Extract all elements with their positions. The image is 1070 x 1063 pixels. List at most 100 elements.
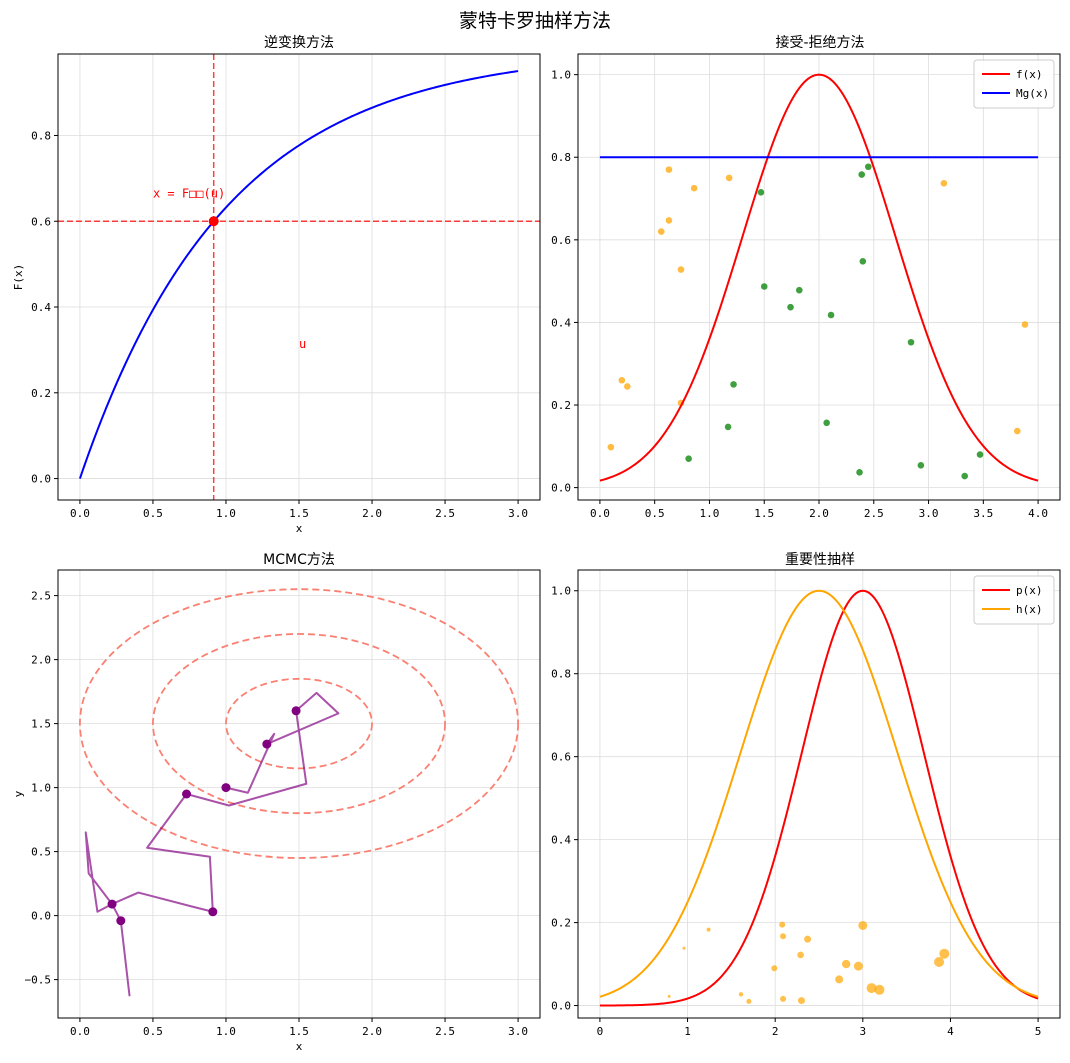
accepted-point bbox=[685, 455, 692, 463]
accept-reject-xtick-label: 4.0 bbox=[1028, 507, 1048, 520]
weighted-sample-point bbox=[667, 994, 671, 998]
accepted-point bbox=[823, 419, 830, 427]
importance-ytick-label: 0.8 bbox=[551, 668, 571, 681]
rejected-point bbox=[618, 376, 626, 384]
accepted-point bbox=[907, 338, 915, 346]
chain-sample-marker bbox=[182, 789, 192, 799]
mcmc-xtick-label: 3.0 bbox=[508, 1025, 528, 1038]
accept-reject-title: 接受-拒绝方法 bbox=[775, 34, 864, 51]
rejected-point bbox=[665, 166, 673, 173]
accept-reject-legend-box bbox=[973, 59, 1055, 109]
mcmc-xtick-label: 2.5 bbox=[435, 1025, 455, 1038]
chain-sample-marker bbox=[291, 706, 301, 716]
accept-reject-xtick-label: 0.0 bbox=[590, 507, 610, 520]
accept-reject-xtick-label: 3.5 bbox=[973, 507, 993, 520]
mcmc-plot-area bbox=[79, 588, 519, 997]
inverse-point-marker bbox=[208, 216, 219, 227]
inverse-xtick-label: 3.0 bbox=[508, 507, 528, 520]
mcmc-xtick-label: 1.0 bbox=[216, 1025, 236, 1038]
importance-frame bbox=[577, 569, 1061, 1019]
mcmc-grid bbox=[58, 570, 540, 1018]
rejected-point bbox=[725, 174, 733, 182]
rejected-point bbox=[657, 228, 665, 235]
accept-reject-panel: 接受-拒绝方法 0.0 0.5 1.0 1.5 2.0 2.5 3.0 3.5 4.0 0.0 0.… bbox=[551, 34, 1061, 520]
importance-legend-label: p(x) bbox=[1016, 584, 1043, 597]
inverse-xtick-label: 2.0 bbox=[362, 507, 382, 520]
inverse-ytick-label: 0.2 bbox=[31, 387, 51, 400]
accepted-point bbox=[976, 451, 984, 458]
density-contour-ellipse bbox=[152, 633, 446, 815]
mcmc-frame bbox=[57, 569, 541, 1019]
accept-reject-legend: f(x) Mg(x) bbox=[973, 59, 1055, 109]
rejected-point bbox=[690, 184, 698, 192]
inverse-xtick-label: 1.5 bbox=[289, 507, 309, 520]
importance-legend-label: h(x) bbox=[1016, 603, 1043, 616]
accept-reject-ytick-label: 0.6 bbox=[551, 234, 571, 247]
mcmc-title: MCMC方法 bbox=[263, 552, 335, 568]
weighted-sample-point bbox=[682, 946, 686, 950]
rejected-point bbox=[607, 443, 615, 451]
chain-sample-marker bbox=[208, 907, 218, 917]
importance-plot-area bbox=[599, 589, 1039, 1007]
inverse-plot-area bbox=[58, 54, 540, 500]
weighted-sample-point bbox=[797, 997, 805, 1005]
inverse-ylabel: F(x) bbox=[12, 264, 25, 291]
mcmc-xtick-label: 2.0 bbox=[362, 1025, 382, 1038]
rejected-point bbox=[1013, 427, 1021, 435]
importance-xtick-label: 4 bbox=[947, 1025, 954, 1038]
accept-reject-xtick-label: 1.0 bbox=[700, 507, 720, 520]
importance-xtick-label: 0 bbox=[597, 1025, 604, 1038]
accept-reject-xtick-label: 0.5 bbox=[645, 507, 665, 520]
rejected-point bbox=[1021, 321, 1029, 328]
inverse-xtick-label: 0.0 bbox=[70, 507, 90, 520]
p-density-curve bbox=[599, 589, 1039, 1007]
accept-reject-ytick-label: 1.0 bbox=[551, 69, 571, 82]
weighted-sample-point bbox=[780, 995, 787, 1002]
mcmc-xtick-label: 0.0 bbox=[70, 1025, 90, 1038]
weighted-sample-point bbox=[738, 992, 744, 997]
inverse-annotation: u bbox=[299, 337, 306, 351]
accept-reject-ytick-label: 0.8 bbox=[551, 151, 571, 164]
accepted-point bbox=[856, 469, 863, 476]
weighted-sample-point bbox=[706, 927, 711, 932]
accepted-point bbox=[730, 381, 737, 388]
inverse-xtick-label: 2.5 bbox=[435, 507, 455, 520]
accepted-point bbox=[917, 462, 925, 469]
weighted-sample-point bbox=[934, 957, 945, 967]
accepted-point bbox=[961, 472, 968, 480]
accept-reject-legend-label: Mg(x) bbox=[1016, 87, 1049, 100]
accept-reject-plot-area bbox=[599, 73, 1039, 482]
inverse-ytick-label: 0.8 bbox=[31, 129, 51, 142]
inverse-xtick-label: 1.0 bbox=[216, 507, 236, 520]
importance-ytick-label: 0.2 bbox=[551, 917, 571, 930]
chain-sample-marker bbox=[221, 783, 231, 793]
inverse-title: 逆变换方法 bbox=[264, 34, 334, 51]
weighted-sample-point bbox=[746, 998, 752, 1004]
accepted-point bbox=[787, 303, 794, 311]
importance-ytick-label: 0.4 bbox=[551, 834, 571, 847]
density-contour-ellipse bbox=[225, 677, 373, 770]
weighted-sample-point bbox=[939, 948, 950, 959]
rejected-point bbox=[677, 266, 685, 273]
weighted-sample-point bbox=[858, 920, 868, 930]
mcmc-ylabel: y bbox=[12, 790, 25, 797]
weighted-sample-point bbox=[804, 935, 812, 943]
importance-ytick-label: 0.6 bbox=[551, 751, 571, 764]
rejected-point bbox=[623, 383, 631, 390]
accept-reject-ytick-label: 0.4 bbox=[551, 316, 571, 329]
importance-xtick-label: 5 bbox=[1035, 1025, 1042, 1038]
accept-reject-xtick-label: 2.5 bbox=[864, 507, 884, 520]
accepted-point bbox=[757, 189, 765, 196]
inverse-ytick-label: 0.0 bbox=[31, 473, 51, 486]
mcmc-ytick-label: 1.0 bbox=[31, 782, 51, 795]
chain-sample-marker bbox=[107, 899, 117, 909]
mcmc-xtick-label: 0.5 bbox=[143, 1025, 163, 1038]
weighted-sample-point bbox=[797, 951, 804, 959]
density-contour-ellipse bbox=[79, 588, 519, 859]
accept-reject-xtick-label: 3.0 bbox=[919, 507, 939, 520]
markov-chain-path bbox=[84, 691, 340, 997]
cdf-curve bbox=[78, 70, 519, 479]
weighted-sample-point bbox=[866, 983, 877, 994]
